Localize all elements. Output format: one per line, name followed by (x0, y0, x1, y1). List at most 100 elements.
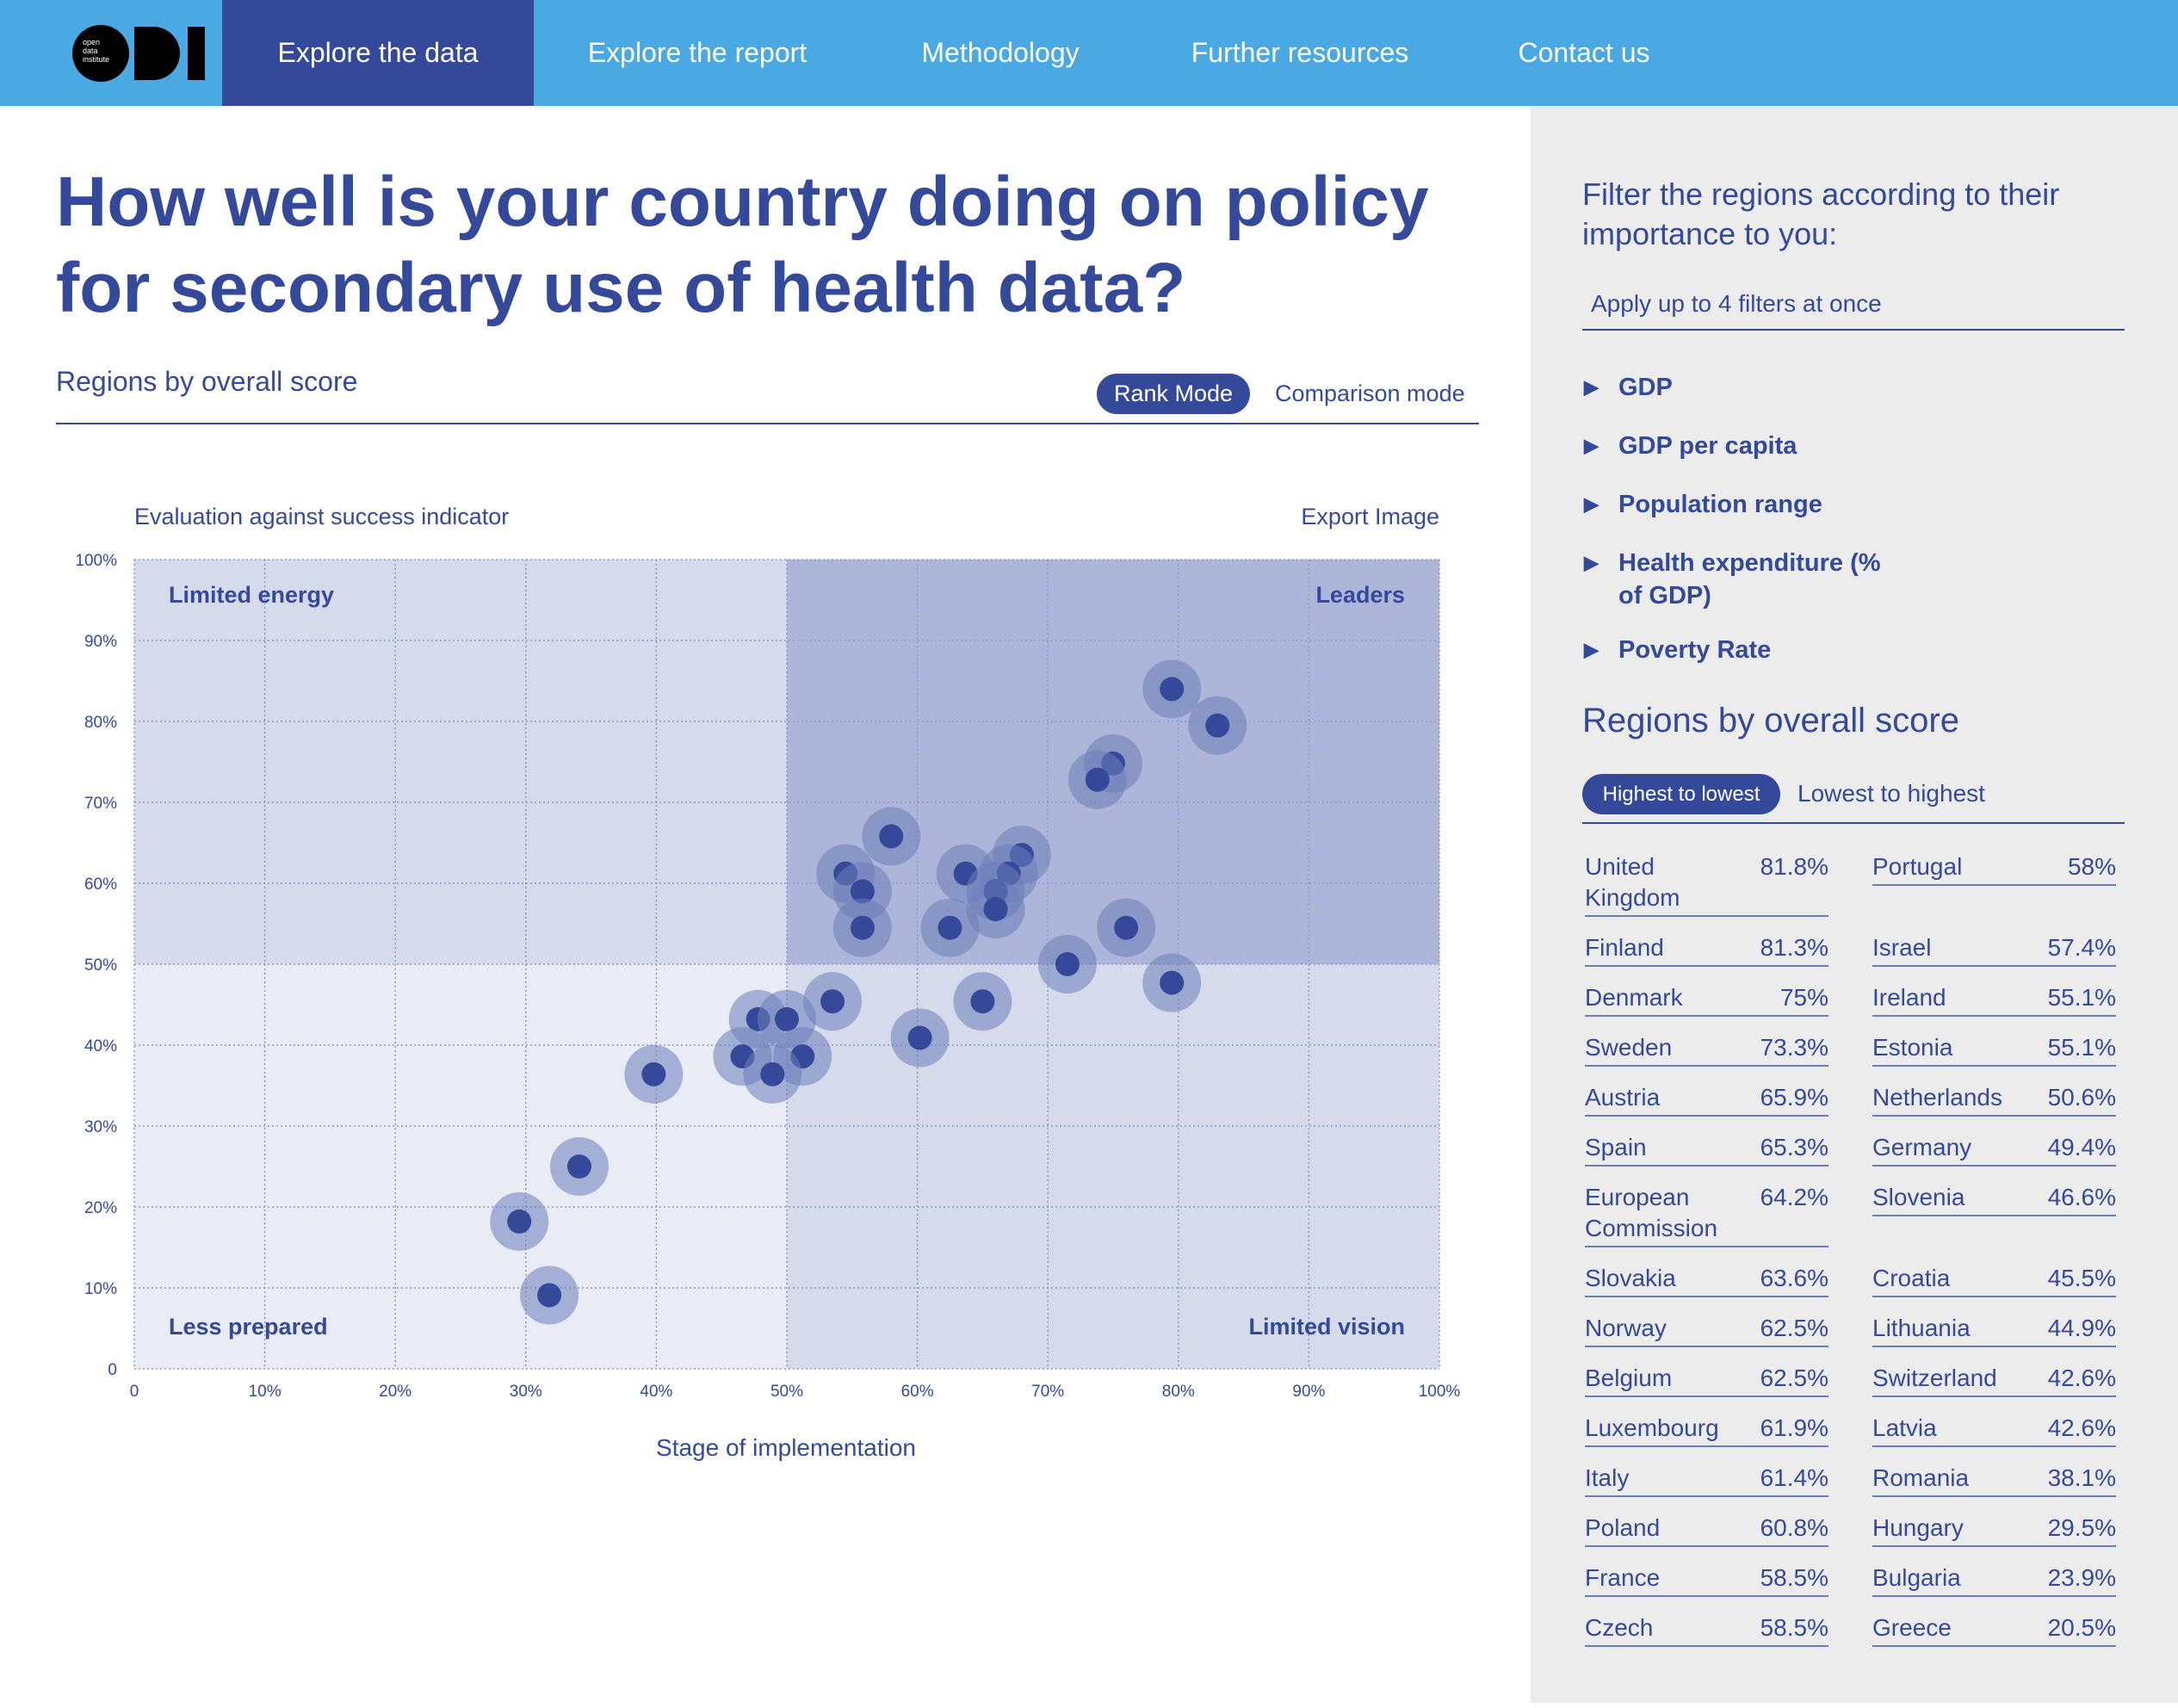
data-point-dot (970, 989, 995, 1014)
data-point (1097, 898, 1156, 957)
region-score: 65.9% (1760, 1084, 1828, 1111)
region-name: Germany (1872, 1134, 1972, 1160)
ranking-row[interactable]: Estonia 55.1% (1872, 1032, 2116, 1067)
region-name: Belgium (1585, 1365, 1673, 1391)
region-score: 60.8% (1760, 1514, 1828, 1541)
y-tick-label: 60% (84, 876, 117, 894)
region-score: 55.1% (2047, 984, 2116, 1011)
nav-further-resources[interactable]: Further resources (1191, 37, 1409, 68)
region-name: Slovenia (1872, 1184, 1965, 1210)
nav-methodology[interactable]: Methodology (921, 37, 1080, 68)
region-name: Luxembourg (1585, 1414, 1719, 1441)
region-name: Norway (1585, 1315, 1667, 1341)
ranking-row[interactable]: Hungary 29.5% (1872, 1513, 2116, 1547)
regions-subtitle: Regions by overall score (56, 366, 358, 397)
data-point-dot (820, 989, 845, 1014)
filter-poverty-rate[interactable]: ▶ Poverty Rate (1584, 634, 1903, 666)
region-name: Sweden (1585, 1034, 1673, 1061)
data-point (520, 1266, 579, 1325)
sort-highest-button[interactable]: Highest to lowest (1582, 774, 1780, 814)
region-name: Estonia (1872, 1034, 1953, 1061)
ranking-row[interactable]: Finland 81.3% (1585, 932, 1828, 967)
y-tick-label: 80% (84, 714, 117, 732)
filter-health-expenditure[interactable]: ▶ Health expenditure (% of GDP) (1584, 547, 1903, 612)
filter-population-range[interactable]: ▶ Population range (1584, 488, 1903, 521)
y-tick-label: 30% (84, 1118, 117, 1136)
ranking-row[interactable]: Slovenia 46.6% (1872, 1182, 2116, 1216)
region-name: Romania (1872, 1464, 1970, 1491)
ranking-row[interactable]: Bulgaria 23.9% (1872, 1563, 2116, 1597)
ranking-row[interactable]: Switzerland 42.6% (1872, 1363, 2116, 1397)
filter-gdp[interactable]: ▶ GDP (1584, 371, 1903, 404)
ranking-row[interactable]: Lithuania 44.9% (1872, 1313, 2116, 1347)
filter-label: GDP (1618, 374, 1673, 401)
x-tick-label: 90% (1292, 1383, 1325, 1401)
data-point (624, 1044, 684, 1104)
comparison-mode-button[interactable]: Comparison mode (1275, 381, 1465, 406)
ranking-row[interactable]: Greece 20.5% (1872, 1612, 2116, 1647)
ranking-row[interactable]: Latvia 42.6% (1872, 1413, 2116, 1447)
quadrant-limited-vision-bg (787, 964, 1439, 1369)
data-point-dot (760, 1061, 785, 1086)
sort-lowest-button[interactable]: Lowest to highest (1797, 780, 1985, 807)
ranking-row[interactable]: Denmark 75% (1585, 982, 1828, 1017)
region-score: 57.4% (2047, 934, 2116, 961)
nav-contact-us[interactable]: Contact us (1518, 37, 1650, 68)
ranking-row[interactable]: Luxembourg 61.9% (1585, 1413, 1828, 1447)
ranking-row[interactable]: Czech 58.5% (1585, 1612, 1828, 1647)
filter-gdp-per-capita[interactable]: ▶ GDP per capita (1584, 430, 1903, 462)
data-point-dot (1160, 677, 1185, 702)
region-score: 81.3% (1760, 934, 1828, 961)
ranking-row[interactable]: Austria 65.9% (1585, 1082, 1828, 1117)
ranking-row[interactable]: France 58.5% (1585, 1563, 1828, 1597)
data-point (1037, 935, 1097, 993)
nav-explore-data[interactable]: Explore the data (222, 0, 534, 106)
data-point-dot (937, 915, 962, 940)
ranking-row[interactable]: Netherlands 50.6% (1872, 1082, 2116, 1117)
x-tick-label: 0 (130, 1383, 139, 1401)
ranking-row[interactable]: Poland 60.8% (1585, 1513, 1828, 1547)
region-score: 81.8% (1760, 853, 1828, 880)
ranking-row[interactable]: Sweden 73.3% (1585, 1032, 1828, 1067)
ranking-row[interactable]: Portugal 58% (1872, 851, 2116, 886)
quadrant-less-prepared-bg (134, 964, 787, 1369)
region-name: Israel (1872, 934, 1932, 961)
x-tick-label: 40% (640, 1383, 672, 1401)
export-image-link[interactable]: Export Image (1301, 504, 1439, 529)
ranking-row[interactable]: Slovakia 63.6% (1585, 1263, 1828, 1297)
divider (1582, 822, 2125, 824)
odi-logo[interactable]: open data institute (72, 25, 207, 82)
ranking-row[interactable]: Spain 65.3% (1585, 1132, 1828, 1167)
data-point (743, 1044, 802, 1104)
ranking-row[interactable]: Norway 62.5% (1585, 1313, 1828, 1347)
region-name: France (1585, 1564, 1661, 1591)
page-title: How well is your country doing on policy… (56, 163, 1429, 327)
ranking-row[interactable]: Croatia 45.5% (1872, 1263, 2116, 1297)
y-tick-label: 50% (84, 956, 117, 975)
rank-mode-button[interactable]: Rank Mode (1097, 374, 1250, 414)
ranking-row[interactable]: United Kingdom 81.8% (1585, 851, 1828, 917)
region-score: 73.3% (1760, 1034, 1828, 1061)
x-tick-label: 50% (770, 1383, 803, 1401)
region-name: Czech (1585, 1614, 1654, 1641)
nav-explore-report[interactable]: Explore the report (587, 37, 807, 68)
y-tick-label: 100% (75, 552, 117, 570)
x-axis-title: Stage of implementation (656, 1434, 916, 1461)
ranking-row[interactable]: Israel 57.4% (1872, 932, 2116, 967)
ranking-row[interactable]: Ireland 55.1% (1872, 982, 2116, 1017)
quadrant-limited-energy-bg (134, 560, 787, 964)
ranking-row[interactable]: European Commission 64.2% (1585, 1182, 1828, 1247)
data-point-dot (537, 1283, 562, 1308)
region-name: Lithuania (1872, 1315, 1971, 1341)
region-score: 49.4% (2047, 1134, 2116, 1160)
ranking-row[interactable]: Italy 61.4% (1585, 1463, 1828, 1497)
logo-line-3: institute (83, 55, 109, 64)
ranking-row[interactable]: Romania 38.1% (1872, 1463, 2116, 1497)
data-point (1142, 659, 1202, 719)
quadrant-label: Less prepared (169, 1314, 328, 1340)
region-score: 58.5% (1760, 1564, 1828, 1591)
ranking-row[interactable]: Germany 49.4% (1872, 1132, 2116, 1167)
quadrant-label: Limited energy (169, 582, 334, 608)
ranking-row[interactable]: Belgium 62.5% (1585, 1363, 1828, 1397)
data-point-dot (850, 879, 875, 904)
